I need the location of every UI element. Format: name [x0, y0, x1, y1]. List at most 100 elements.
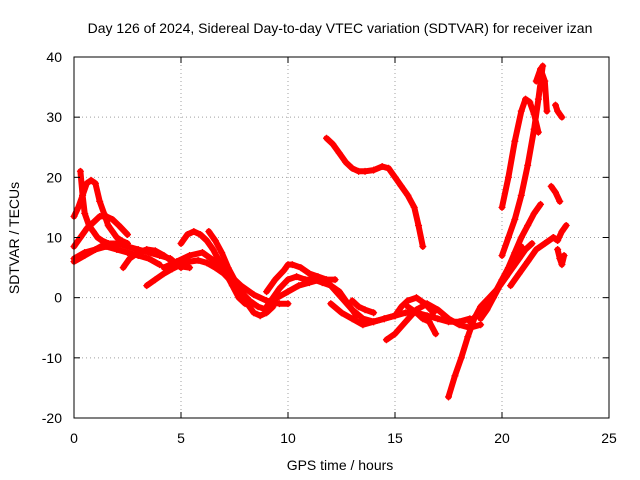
x-tick-label: 5 — [177, 430, 185, 446]
series-trace — [533, 66, 550, 115]
data-point-marker — [404, 303, 412, 311]
data-point-marker — [91, 179, 99, 187]
data-point-marker — [541, 77, 549, 85]
data-point-marker — [507, 282, 515, 290]
data-point-marker — [218, 249, 226, 257]
data-point-marker — [143, 246, 151, 254]
data-point-marker — [288, 261, 296, 269]
series-track-24 — [498, 62, 547, 260]
data-point-marker — [342, 158, 350, 166]
data-point-marker — [327, 282, 335, 290]
data-point-marker — [415, 221, 423, 229]
data-point-marker — [113, 240, 121, 248]
series-track-27 — [547, 182, 564, 205]
y-tick-label: -20 — [42, 410, 62, 426]
data-point-marker — [323, 134, 331, 142]
data-point-marker — [361, 306, 369, 314]
x-tick-label: 20 — [494, 430, 510, 446]
series-track-15 — [348, 297, 378, 317]
data-point-marker — [250, 291, 258, 299]
data-point-marker — [483, 306, 491, 314]
data-point-marker — [391, 330, 399, 338]
data-point-marker — [517, 234, 525, 241]
chart-title: Day 126 of 2024, Sidereal Day-to-day VTE… — [88, 20, 593, 36]
data-point-marker — [263, 288, 271, 296]
data-point-marker — [327, 300, 335, 308]
data-point-marker — [186, 264, 194, 272]
data-point-marker — [250, 309, 258, 317]
data-point-marker — [385, 164, 393, 172]
data-point-marker — [237, 282, 245, 290]
data-point-marker — [284, 276, 292, 284]
data-point-marker — [498, 252, 506, 260]
data-point-marker — [335, 149, 343, 157]
data-point-marker — [547, 182, 555, 190]
series-trace — [349, 297, 377, 316]
data-point-marker — [397, 303, 405, 311]
data-point-marker — [348, 306, 356, 314]
data-point-marker — [526, 98, 534, 106]
y-tick-label: 30 — [46, 109, 62, 125]
data-point-marker — [511, 137, 519, 145]
data-point-marker — [79, 191, 87, 199]
data-point-marker — [552, 101, 559, 109]
data-point-marker — [263, 303, 271, 311]
data-point-marker — [380, 315, 388, 323]
data-point-marker — [331, 276, 339, 284]
x-tick-label: 25 — [601, 430, 617, 446]
data-point-marker — [102, 243, 110, 251]
data-point-marker — [305, 270, 313, 278]
data-point-marker — [515, 255, 523, 263]
data-point-marker — [370, 166, 378, 174]
y-axis-label: SDTVAR / TECUs — [6, 182, 22, 294]
data-point-marker — [404, 297, 412, 305]
data-point-marker — [524, 221, 532, 229]
data-point-marker — [402, 318, 410, 326]
x-tick-labels: 0 5 10 15 20 25 — [70, 430, 617, 446]
series-track-28 — [552, 101, 566, 121]
data-point-marker — [552, 188, 559, 196]
data-point-marker — [109, 227, 117, 235]
data-point-marker — [211, 237, 219, 245]
data-point-marker — [370, 309, 378, 317]
data-point-marker — [186, 252, 194, 260]
data-point-marker — [361, 167, 369, 175]
data-point-marker — [554, 237, 562, 245]
data-point-marker — [143, 282, 151, 290]
data-point-marker — [430, 309, 438, 317]
data-point-marker — [74, 203, 82, 211]
data-point-marker — [256, 312, 264, 320]
series-track-30 — [554, 246, 568, 269]
data-point-marker — [305, 279, 313, 287]
data-point-marker — [543, 107, 551, 115]
x-tick-label: 15 — [387, 430, 403, 446]
data-point-marker — [355, 303, 363, 311]
data-point-marker — [254, 303, 262, 311]
data-point-marker — [434, 315, 442, 323]
y-tick-label: 10 — [46, 230, 62, 246]
series-track-29 — [549, 221, 570, 245]
data-point-marker — [558, 261, 566, 269]
data-point-marker — [560, 252, 568, 260]
y-tick-label: 0 — [54, 290, 62, 306]
data-point-marker — [432, 330, 440, 338]
data-point-marker — [119, 264, 127, 272]
series-track-18 — [404, 303, 440, 338]
data-point-marker — [530, 209, 538, 217]
series-track-26 — [532, 65, 551, 115]
data-point-marker — [524, 258, 532, 266]
data-point-marker — [397, 182, 405, 190]
data-point-marker — [194, 256, 202, 264]
data-point-marker — [348, 164, 356, 172]
data-point-marker — [173, 258, 181, 266]
data-point-marker — [378, 163, 386, 171]
data-point-marker — [419, 315, 427, 323]
data-point-marker — [391, 312, 399, 320]
data-point-marker — [524, 161, 532, 169]
data-point-marker — [466, 318, 474, 326]
data-point-marker — [211, 258, 219, 266]
data-point-marker — [102, 212, 110, 220]
data-point-marker — [94, 234, 102, 241]
data-point-marker — [402, 309, 410, 317]
data-point-marker — [528, 240, 536, 248]
